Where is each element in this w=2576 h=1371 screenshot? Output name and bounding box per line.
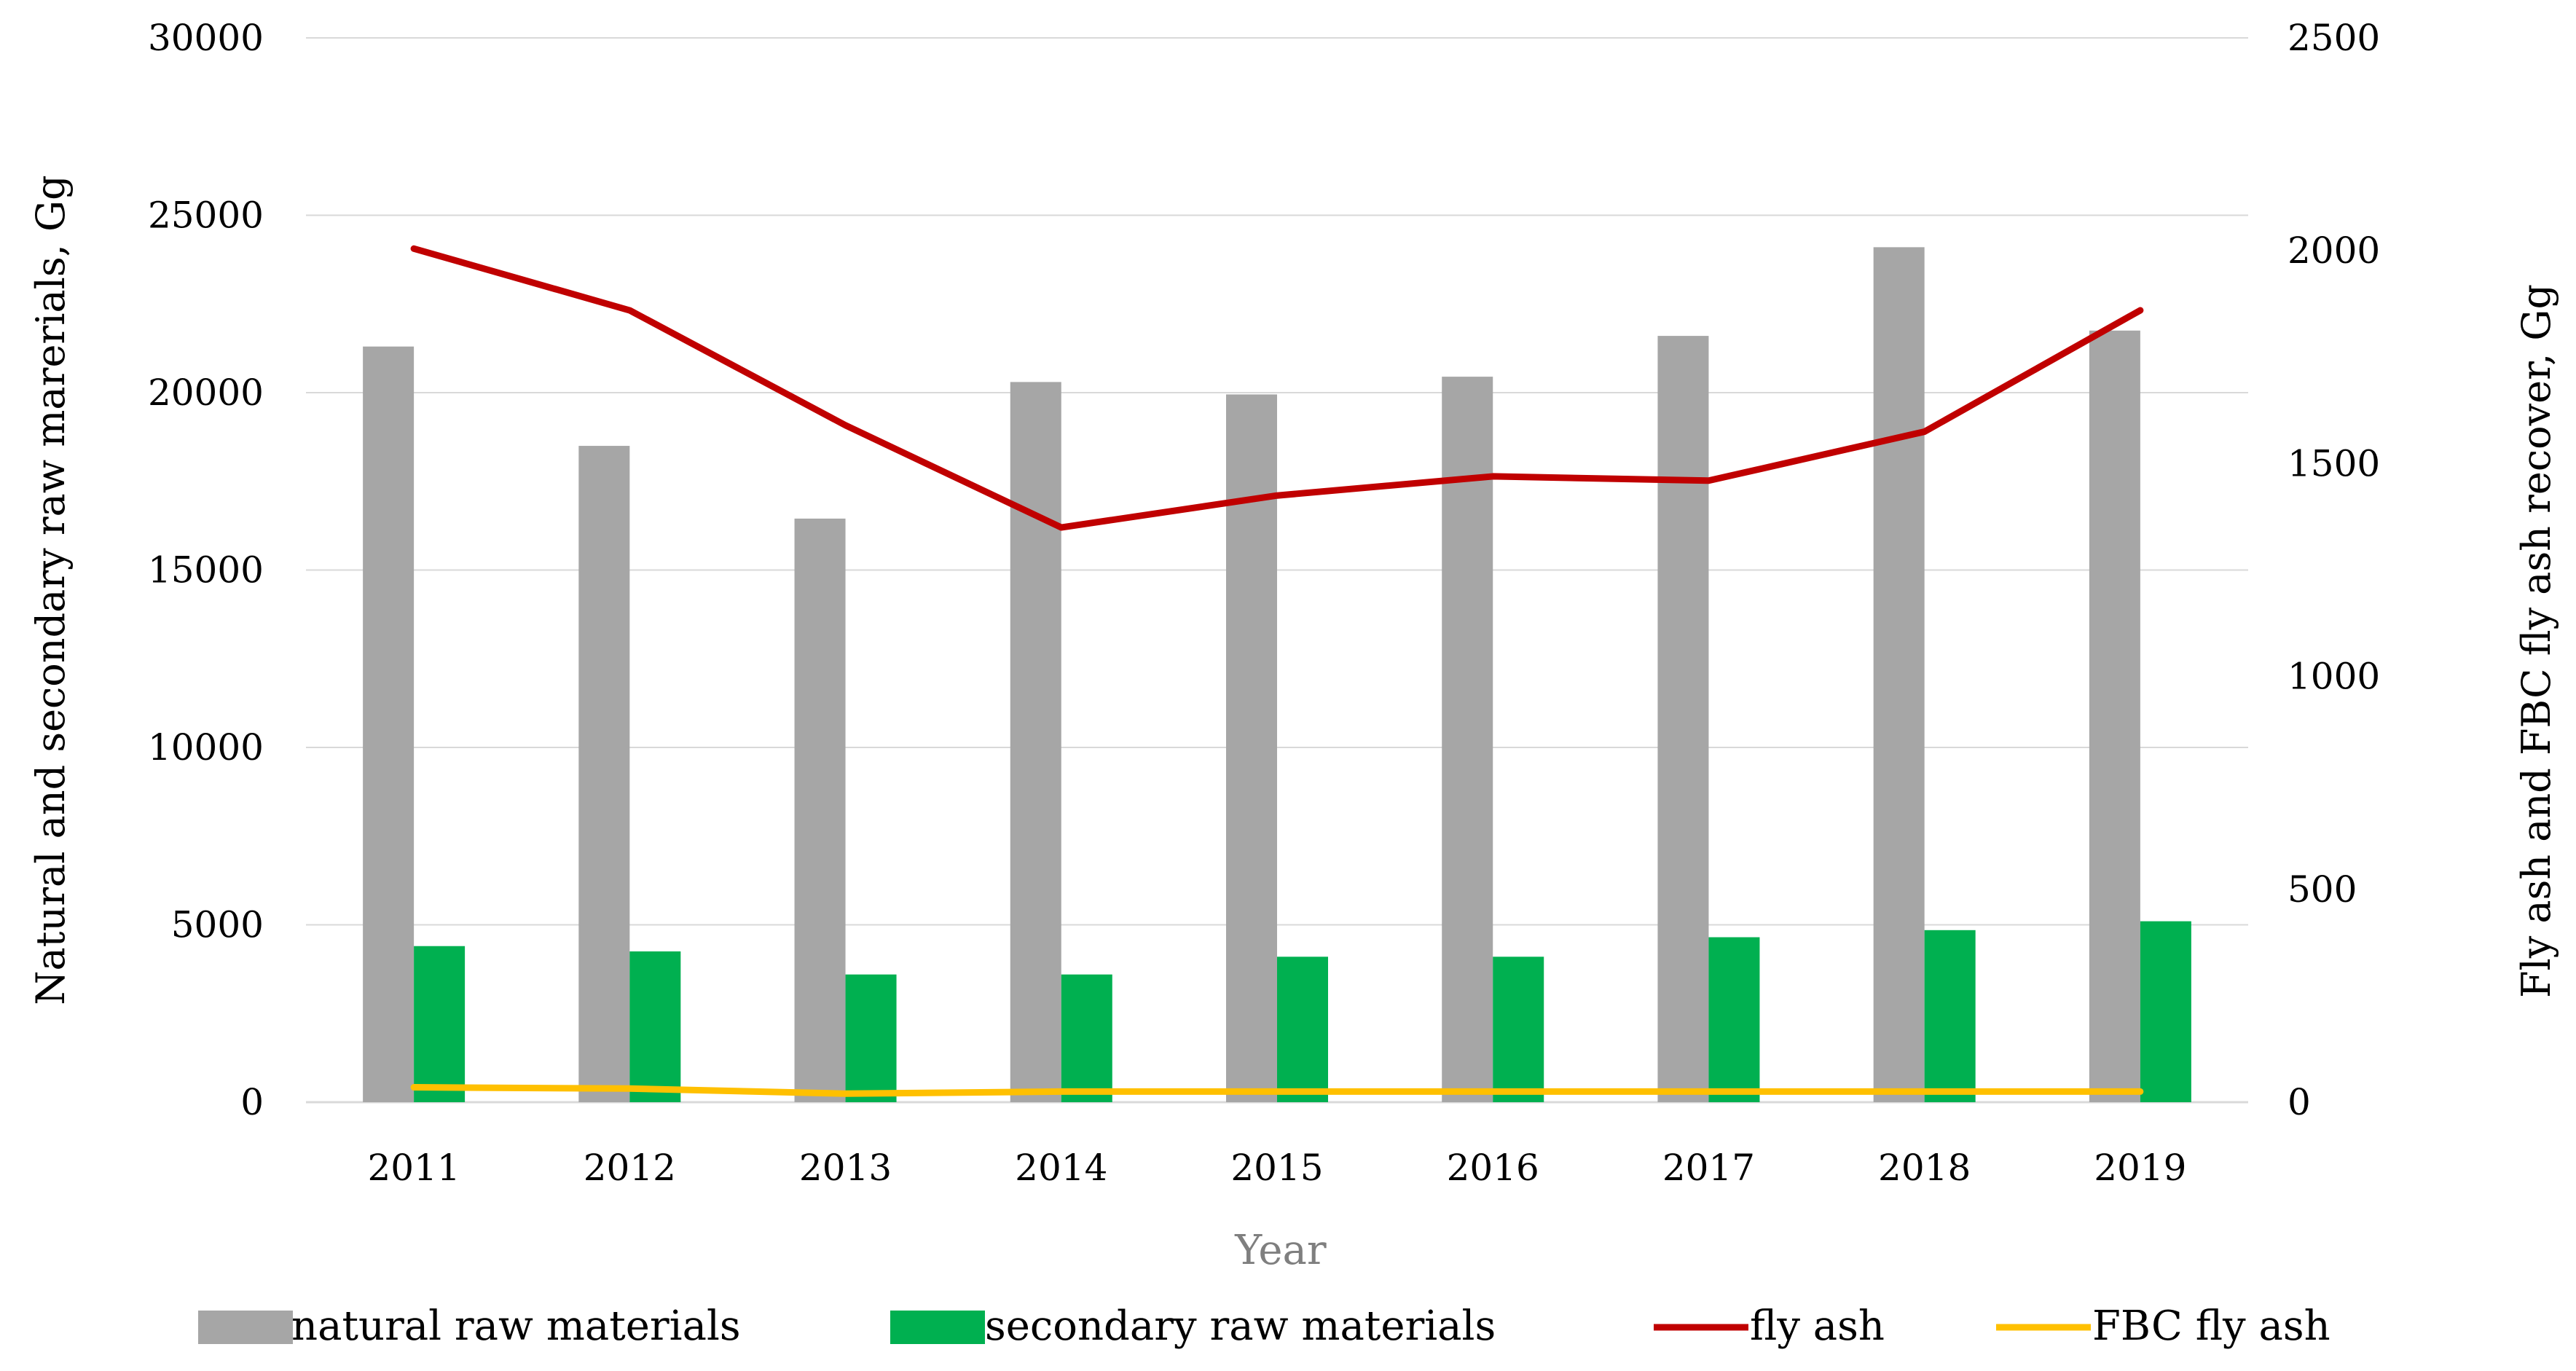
bar-secondary-raw-materials xyxy=(1061,974,1112,1102)
legend-label-natural-raw-materials: natural raw materials xyxy=(291,1303,741,1350)
bar-natural-raw-materials xyxy=(1226,394,1277,1102)
y-tick-label: 5000 xyxy=(171,904,264,946)
legend: natural raw materials secondary raw mate… xyxy=(198,1303,2330,1350)
y2-tick-label: 1500 xyxy=(2288,442,2380,484)
y2-tick-label: 0 xyxy=(2288,1081,2311,1123)
x-tick-label: 2013 xyxy=(799,1147,892,1189)
x-tick-label: 2015 xyxy=(1230,1147,1323,1189)
y-tick-label: 25000 xyxy=(148,195,264,237)
y-tick-label: 30000 xyxy=(148,17,264,59)
line-fbc-fly-ash xyxy=(410,1084,2144,1097)
bar-natural-raw-materials xyxy=(1010,382,1061,1102)
y-tick-label: 10000 xyxy=(148,726,264,769)
bar-natural-raw-materials xyxy=(578,446,630,1102)
bar-natural-raw-materials xyxy=(794,518,846,1102)
x-tick-label: 2014 xyxy=(1015,1147,1107,1189)
legend-label-fly-ash: fly ash xyxy=(1750,1303,1885,1350)
y2-tick-label: 2000 xyxy=(2288,229,2380,272)
bar-natural-raw-materials xyxy=(1873,247,1925,1103)
x-tick-label: 2016 xyxy=(1447,1147,1539,1189)
y-axis-title: Natural and secondary raw marerials, Gg xyxy=(28,175,74,1005)
y2-axis-title: Fly ash and FBC fly ash recover, Gg xyxy=(2513,284,2559,998)
legend-swatch-secondary-raw-materials xyxy=(890,1311,985,1344)
bars xyxy=(363,247,2191,1103)
y2-tick-label: 2500 xyxy=(2288,17,2380,59)
y2-tick-label: 500 xyxy=(2288,868,2357,911)
bar-natural-raw-materials xyxy=(1657,336,1709,1103)
y2-tick-label: 1000 xyxy=(2288,656,2380,698)
y-tick-label: 15000 xyxy=(148,549,264,592)
bar-natural-raw-materials xyxy=(2089,330,2140,1102)
x-tick-label: 2017 xyxy=(1662,1147,1755,1189)
legend-label-fbc-fly-ash: FBC fly ash xyxy=(2092,1303,2330,1350)
x-tick-label: 2018 xyxy=(1878,1147,1971,1189)
lines xyxy=(410,245,2144,1097)
x-axis-title: Year xyxy=(1234,1227,1327,1274)
bar-secondary-raw-materials xyxy=(1277,956,1328,1102)
y-tick-label: 0 xyxy=(240,1081,264,1123)
x-tick-label: 2012 xyxy=(584,1147,676,1189)
tick-labels: 0 5000 10000 15000 20000 25000 30000 0 500 1000 15… xyxy=(148,17,2380,1189)
bar-secondary-raw-materials xyxy=(629,951,681,1102)
bar-natural-raw-materials xyxy=(1442,377,1493,1102)
bar-secondary-raw-materials xyxy=(1493,956,1544,1102)
bar-secondary-raw-materials xyxy=(845,974,897,1102)
bar-secondary-raw-materials xyxy=(414,946,466,1102)
bar-secondary-raw-materials xyxy=(1708,937,1760,1102)
bar-natural-raw-materials xyxy=(363,346,415,1103)
bar-secondary-raw-materials xyxy=(1924,930,1976,1102)
legend-swatch-natural-raw-materials xyxy=(198,1311,293,1344)
line-fly-ash xyxy=(410,245,2144,531)
x-tick-label: 2019 xyxy=(2094,1147,2186,1189)
bar-secondary-raw-materials xyxy=(2140,921,2191,1102)
y-tick-label: 20000 xyxy=(148,372,264,414)
legend-label-secondary-raw-materials: secondary raw materials xyxy=(985,1303,1496,1350)
x-tick-label: 2011 xyxy=(367,1147,460,1189)
